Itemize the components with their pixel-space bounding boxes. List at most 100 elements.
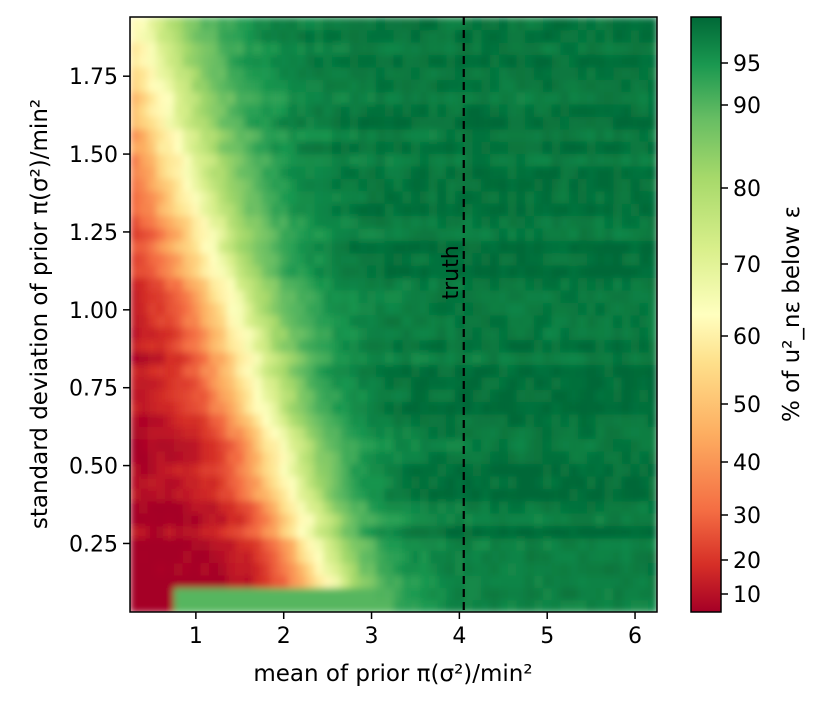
heat-cell <box>288 599 298 612</box>
heat-cell <box>332 54 342 68</box>
heat-cell <box>182 17 193 31</box>
heat-cell <box>577 178 588 192</box>
heat-cell <box>349 574 360 589</box>
heat-cell <box>165 525 175 539</box>
heat-cell <box>516 438 527 452</box>
heat-cell <box>437 103 447 117</box>
heat-cell <box>217 587 228 601</box>
heat-cell <box>498 401 509 415</box>
heat-cell <box>595 364 606 378</box>
heat-cell <box>130 364 140 378</box>
heat-cell <box>226 512 237 527</box>
heat-cell <box>639 500 650 514</box>
heat-cell <box>130 463 140 477</box>
heat-cell <box>648 376 657 390</box>
heat-cell <box>261 302 272 316</box>
heat-cell <box>217 574 228 589</box>
heat-cell <box>446 277 456 291</box>
heat-cell <box>577 587 588 601</box>
heat-cell <box>332 240 342 254</box>
heat-cell <box>130 277 140 291</box>
heat-cell <box>630 103 641 117</box>
heat-cell <box>367 252 377 266</box>
heat-cell <box>498 240 509 254</box>
heat-cell <box>551 153 562 167</box>
heat-cell <box>375 512 386 527</box>
heat-cell <box>349 41 360 55</box>
heat-cell <box>358 512 368 527</box>
heat-cell <box>472 41 483 55</box>
heat-cell <box>332 116 342 130</box>
heat-cell <box>481 587 491 601</box>
heat-cell <box>288 17 298 31</box>
heat-cell <box>630 215 641 229</box>
heat-cell <box>288 574 298 589</box>
heat-cell <box>428 500 439 514</box>
heat-cell <box>551 178 562 192</box>
heat-cell <box>525 116 535 130</box>
heat-cell <box>534 252 544 266</box>
heat-cell <box>305 240 316 254</box>
heat-cell <box>349 500 360 514</box>
heat-cell <box>419 599 430 612</box>
heat-cell <box>621 525 632 539</box>
heat-cell <box>595 17 606 31</box>
heat-cell <box>288 450 298 465</box>
heat-cell <box>130 140 140 155</box>
heat-cell <box>261 599 272 612</box>
heat-cell <box>340 202 351 217</box>
heat-cell <box>454 178 465 192</box>
heat-cell <box>200 326 210 341</box>
heat-cell <box>209 128 219 142</box>
heat-cell <box>516 128 527 142</box>
heat-cell <box>340 438 351 452</box>
heat-cell <box>244 562 254 576</box>
heat-cell <box>402 153 412 167</box>
heat-cell <box>437 252 447 266</box>
heat-cell <box>577 525 588 539</box>
heat-cell <box>156 128 166 142</box>
heat-cell <box>252 41 263 55</box>
heat-cell <box>182 128 193 142</box>
heat-cell <box>454 103 465 117</box>
heat-cell <box>244 475 254 489</box>
heat-cell <box>340 339 351 353</box>
heat-cell <box>147 550 158 564</box>
heat-cell <box>217 562 228 576</box>
heat-cell <box>191 450 202 465</box>
heat-cell <box>375 215 386 229</box>
heat-cell <box>130 401 140 415</box>
heat-cell <box>191 326 202 341</box>
heat-cell <box>314 326 325 341</box>
heat-cell <box>156 41 166 55</box>
heat-cell <box>542 116 553 130</box>
heat-cell <box>349 252 360 266</box>
heat-cell <box>384 463 395 477</box>
heat-cell <box>595 277 606 291</box>
heat-cell <box>384 326 395 341</box>
heat-cell <box>217 215 228 229</box>
heat-cell <box>490 450 500 465</box>
heat-cell <box>569 190 579 204</box>
heat-cell <box>613 587 623 601</box>
heat-cell <box>235 376 245 390</box>
heat-cell <box>314 41 325 55</box>
heat-cell <box>648 314 657 328</box>
heat-cell <box>323 562 333 576</box>
heat-cell <box>375 128 386 142</box>
heat-cell <box>252 66 263 80</box>
x-tick-label: 3 <box>365 624 379 649</box>
heat-cell <box>569 488 579 502</box>
heat-cell <box>147 264 158 279</box>
heat-cell <box>367 550 377 564</box>
heat-cell <box>296 512 307 527</box>
heat-cell <box>481 376 491 390</box>
heat-cell <box>630 252 641 266</box>
heat-cell <box>191 475 202 489</box>
heat-cell <box>454 599 465 612</box>
heat-cell <box>472 264 483 279</box>
heat-cell <box>270 103 281 117</box>
heat-cell <box>138 500 149 514</box>
heat-cell <box>542 525 553 539</box>
heat-cell <box>138 450 149 465</box>
